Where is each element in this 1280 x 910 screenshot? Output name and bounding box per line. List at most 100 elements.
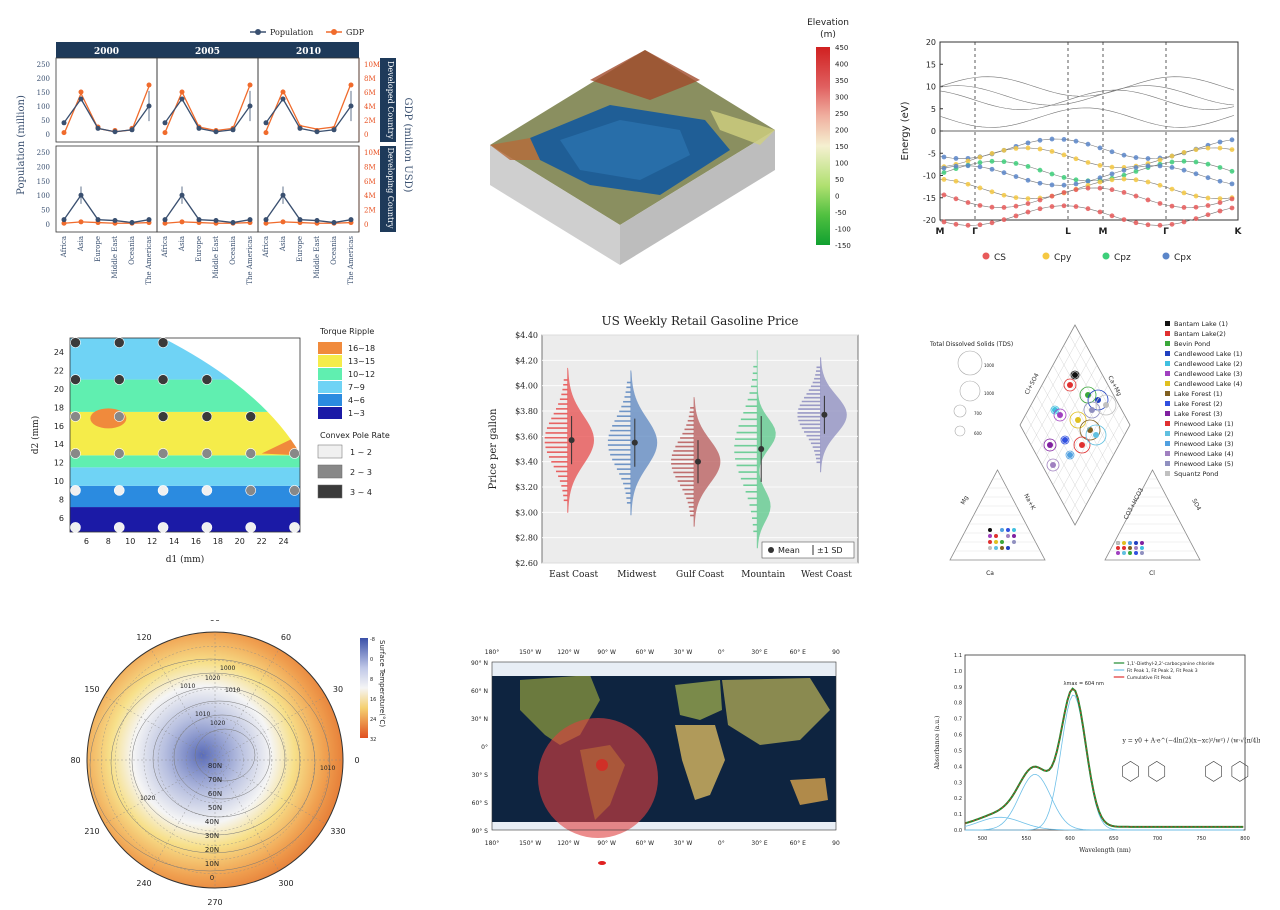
- diamond-grid: [1030, 404, 1087, 506]
- angle-label-330: 330: [330, 827, 345, 836]
- colorbar-tick: 350: [835, 77, 848, 85]
- band-projection-dot: [1025, 164, 1031, 169]
- y-tick: 14: [54, 440, 64, 449]
- y-tick: 90° S: [472, 828, 489, 835]
- anion-point: [1116, 546, 1120, 550]
- contour-mask: [163, 338, 300, 454]
- gdp-point: [78, 219, 84, 225]
- region-label-the-americas: The Americas: [145, 236, 153, 285]
- cation-point: [1000, 540, 1004, 544]
- band-projection-dot: [1205, 175, 1211, 181]
- lat-label-40n: 40N: [205, 818, 219, 826]
- gdp-point: [247, 82, 253, 88]
- tds-ring: [1079, 419, 1101, 441]
- band-projection-dot: [953, 156, 959, 161]
- pop-tick: 250: [37, 149, 50, 157]
- design-point: [70, 411, 81, 422]
- legend-swatch-torque: [318, 368, 342, 380]
- band-projection-dot: [1001, 217, 1007, 223]
- legend-label-pole: 2 ~ 3: [350, 468, 372, 477]
- design-point: [157, 337, 169, 348]
- diamond-point: [1093, 432, 1099, 438]
- band-projection-dot: [1085, 185, 1091, 191]
- legend-label-site: Candlewood Lake (3): [1174, 370, 1242, 378]
- region-label-the-americas: The Americas: [246, 236, 254, 285]
- tds-ring: [1073, 436, 1091, 454]
- y-tick: $4.00: [515, 382, 538, 391]
- band-projection-dot: [1001, 170, 1007, 176]
- colorbar-tick: -50: [835, 209, 846, 217]
- y-tick: 20: [54, 385, 64, 394]
- x-tick-top: 60° W: [636, 649, 655, 656]
- lat-label-30n: 30N: [205, 832, 219, 840]
- continent-australia: [790, 778, 828, 805]
- y-tick: 0.4: [954, 764, 962, 770]
- gdp-series-line: [164, 84, 251, 133]
- legend-marker-cpz: [1102, 252, 1110, 260]
- band-projection-dot: [1145, 163, 1151, 169]
- region-label-oceania: Oceania: [330, 236, 338, 265]
- y-tick: 0.7: [954, 717, 962, 723]
- tds-ring: [1083, 401, 1101, 419]
- y-tick: $3.80: [515, 407, 538, 416]
- y-tick: $3.20: [515, 483, 538, 492]
- y-tick: 6: [59, 514, 64, 523]
- tds-value: 600: [974, 431, 982, 436]
- tds-circle: [953, 404, 967, 418]
- y-axis-label: Energy (eV): [900, 101, 911, 160]
- axis-label-so4: SO4: [1190, 498, 1202, 512]
- gdp-series-line: [265, 221, 352, 224]
- legend-label-cpy: Cpy: [1054, 253, 1072, 263]
- legend-title-torque-ripple: Torque Ripple: [319, 327, 374, 336]
- band-projection-dot: [941, 192, 947, 198]
- plot-frame: [964, 654, 1246, 831]
- cation-point: [1012, 528, 1016, 532]
- lat-label-0: 0: [210, 874, 214, 882]
- band-projection-dot: [1133, 155, 1139, 160]
- fit-peak-3: [964, 816, 1244, 831]
- y-tick: 22: [54, 366, 64, 375]
- cation-point: [1006, 528, 1010, 532]
- pop-tick: 200: [37, 163, 50, 171]
- cation-point: [1006, 546, 1010, 550]
- tds-ring: [1063, 378, 1077, 392]
- x-tick-top: 30° W: [674, 649, 693, 656]
- gdp-tick: 10M: [364, 61, 380, 69]
- band-projection-dot: [1193, 171, 1199, 177]
- y-tick: 60° N: [471, 688, 488, 695]
- design-point: [245, 485, 257, 496]
- panel-polar-temperature: 906030033030027024021018015012080N70N60N…: [70, 620, 400, 910]
- band-projection-dot: [1037, 137, 1043, 143]
- tds-title: Total Dissolved Solids (TDS): [929, 341, 1013, 348]
- population-point: [112, 218, 118, 224]
- band-projection-dot: [1013, 213, 1019, 219]
- cumulative-fit: [964, 688, 1244, 828]
- k-point-label-2: L: [1065, 227, 1071, 237]
- design-point: [113, 411, 125, 422]
- y-tick: 5: [931, 105, 936, 114]
- legend-marker-site: [1165, 361, 1170, 366]
- y-tick: 12: [54, 459, 64, 468]
- legend-label-site: Bantam Lake (1): [1174, 320, 1228, 328]
- anion-point: [1122, 551, 1126, 555]
- legend-label: Cumulative Fit Peak: [1127, 675, 1172, 681]
- x-tick-bottom: 30° W: [674, 840, 693, 847]
- band-projection-dot: [1109, 187, 1115, 193]
- region-label-oceania: Oceania: [229, 236, 237, 265]
- axis-label-co3: CO3+HCO3: [1123, 487, 1146, 521]
- y-tick: 24: [54, 348, 64, 357]
- band-projection-dot: [1109, 164, 1115, 170]
- band-projection-dot: [941, 165, 947, 171]
- population-point: [331, 127, 337, 133]
- band-projection-dot: [989, 220, 995, 226]
- y-tick: 0.9: [954, 685, 962, 691]
- legend-title-convex-pole-rate: Convex Pole Rate: [320, 431, 390, 440]
- x-tick: 8: [106, 537, 111, 546]
- colorbar-tick: 16: [370, 697, 376, 703]
- band-structure-chart: 20 15 10 5 0 -5 -10 -15 -20 Energy (eV) M Γ L M Γ K CS Cp…: [900, 38, 1243, 263]
- population-point: [95, 125, 101, 131]
- gdp-tick: 4M: [364, 192, 376, 200]
- design-point: [70, 485, 81, 496]
- population-point: [297, 125, 303, 131]
- angle-label-240: 240: [136, 879, 151, 888]
